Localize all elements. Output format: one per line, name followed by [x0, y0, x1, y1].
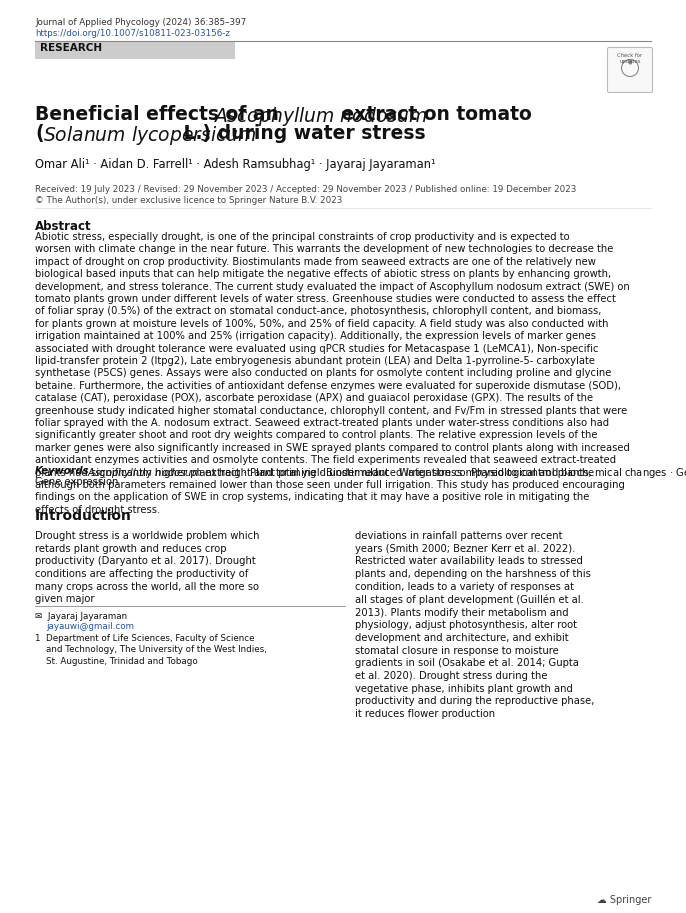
- FancyBboxPatch shape: [608, 47, 652, 92]
- Text: Abstract: Abstract: [35, 220, 92, 233]
- Text: (: (: [35, 124, 44, 143]
- Text: Journal of Applied Phycology (2024) 36:385–397: Journal of Applied Phycology (2024) 36:3…: [35, 18, 246, 27]
- Text: jayauwi@gmail.com: jayauwi@gmail.com: [46, 622, 134, 631]
- Text: deviations in rainfall patterns over recent
years (Smith 2000; Bezner Kerr et al: deviations in rainfall patterns over rec…: [355, 531, 594, 719]
- Text: $\mathit{Solanum\ lycopersicum}$: $\mathit{Solanum\ lycopersicum}$: [43, 124, 257, 147]
- Text: RESEARCH: RESEARCH: [40, 43, 102, 53]
- Text: L.) during water stress: L.) during water stress: [177, 124, 425, 143]
- Text: Introduction: Introduction: [35, 509, 132, 523]
- Text: https://doi.org/10.1007/s10811-023-03156-z: https://doi.org/10.1007/s10811-023-03156…: [35, 29, 230, 38]
- Text: Gene expression: Gene expression: [35, 477, 119, 488]
- FancyBboxPatch shape: [35, 42, 235, 59]
- Text: $\mathit{Ascophyllum\ nodosum}$: $\mathit{Ascophyllum\ nodosum}$: [213, 105, 427, 128]
- Text: Check for
updates: Check for updates: [617, 53, 643, 64]
- Text: ✉  Jayaraj Jayaraman: ✉ Jayaraj Jayaraman: [35, 612, 127, 621]
- Text: Drought stress is a worldwide problem which
retards plant growth and reduces cro: Drought stress is a worldwide problem wh…: [35, 531, 259, 604]
- Text: ●: ●: [628, 59, 632, 65]
- Text: ☁ Springer: ☁ Springer: [597, 895, 651, 905]
- Text: Beneficial effects of an: Beneficial effects of an: [35, 105, 285, 124]
- Text: $\mathit{Ascophyllum\ nodosum}$ extract · Plant priming · Biostimulant · Water s: $\mathit{Ascophyllum\ nodosum}$ extract …: [87, 467, 686, 480]
- Text: Received: 19 July 2023 / Revised: 29 November 2023 / Accepted: 29 November 2023 : Received: 19 July 2023 / Revised: 29 Nov…: [35, 185, 576, 194]
- Text: extract on tomato: extract on tomato: [335, 105, 532, 124]
- Text: Abiotic stress, especially drought, is one of the principal constraints of crop : Abiotic stress, especially drought, is o…: [35, 232, 630, 515]
- Text: © The Author(s), under exclusive licence to Springer Nature B.V. 2023: © The Author(s), under exclusive licence…: [35, 196, 342, 205]
- Text: Keywords: Keywords: [35, 467, 90, 477]
- Text: 1  Department of Life Sciences, Faculty of Science
    and Technology, The Unive: 1 Department of Life Sciences, Faculty o…: [35, 634, 267, 666]
- Text: Omar Ali¹ · Aidan D. Farrell¹ · Adesh Ramsubhag¹ · Jayaraj Jayaraman¹: Omar Ali¹ · Aidan D. Farrell¹ · Adesh Ra…: [35, 158, 436, 171]
